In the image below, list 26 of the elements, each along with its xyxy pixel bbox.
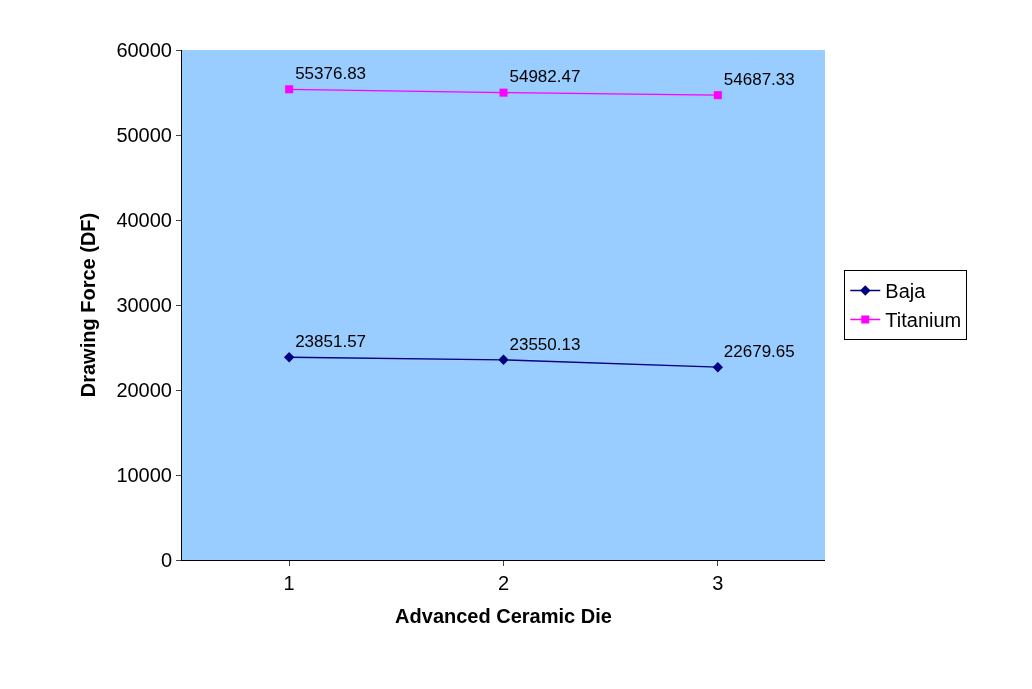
data-label: 54982.47 [509, 67, 581, 87]
point [712, 362, 724, 373]
y-tick-label: 20000 [116, 379, 172, 401]
y-axis-title: Drawing Force (DF) [76, 212, 99, 398]
point [499, 88, 508, 97]
legend-label: Titanium [885, 309, 962, 332]
data-label: 23851.57 [295, 332, 367, 352]
y-tick-label: 50000 [116, 124, 172, 146]
y-tick-label: 40000 [116, 209, 172, 231]
point [285, 85, 294, 94]
point [283, 352, 295, 363]
legend-label: Baja [885, 280, 927, 303]
point [498, 354, 509, 366]
x-tick-label: 3 [712, 572, 724, 594]
point [713, 91, 722, 100]
x-axis-title: Advanced Ceramic Die [395, 604, 612, 627]
y-tick-label: 10000 [116, 464, 172, 486]
data-label: 54687.33 [723, 69, 795, 89]
y-tick-label: 0 [160, 549, 172, 571]
data-label: 22679.65 [723, 341, 795, 361]
x-tick-label: 1 [283, 572, 295, 594]
x-tick-label: 2 [497, 572, 510, 594]
y-tick-label: 60000 [116, 39, 172, 61]
y-tick-label: 30000 [116, 294, 172, 316]
data-label: 55376.83 [295, 64, 367, 84]
data-label: 23550.13 [509, 334, 581, 354]
